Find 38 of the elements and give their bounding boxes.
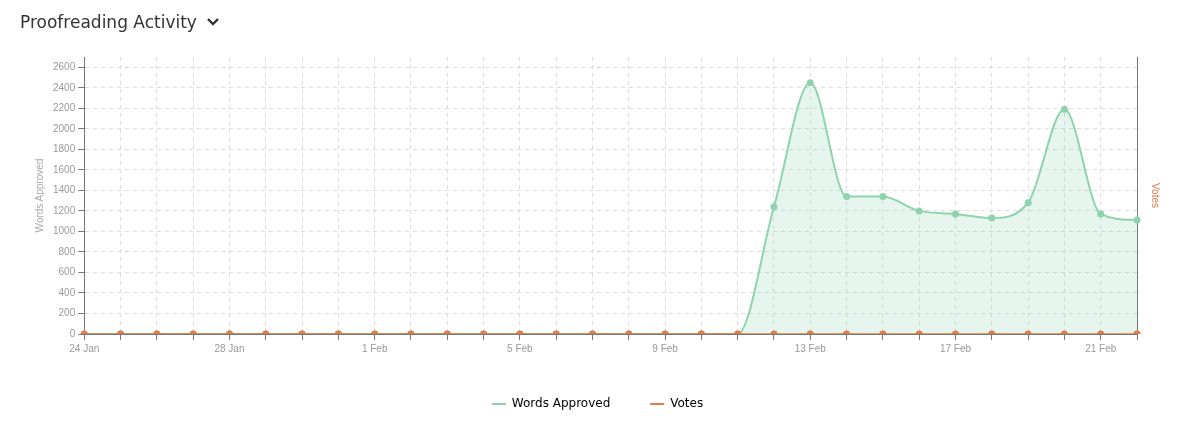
y2-axis-title: Votes	[1150, 182, 1162, 209]
x-tick-label: 17 Feb	[939, 342, 972, 354]
legend-label: Words Approved	[511, 396, 611, 411]
x-tick-label: 5 Feb	[507, 342, 534, 354]
y-tick-label: 800	[58, 245, 76, 257]
x-tick-label: 13 Feb	[794, 342, 827, 354]
y-tick-label: 600	[58, 266, 76, 278]
x-tick-label: 1 Feb	[361, 342, 388, 354]
chart-title: Proofreading Activity	[20, 12, 197, 32]
point	[1024, 199, 1032, 207]
y-tick-label: 400	[58, 286, 76, 298]
y-tick-label: 2400	[53, 81, 76, 93]
y-tick-label: 0	[69, 327, 76, 339]
y-tick-label: 200	[58, 307, 76, 319]
y-tick-label: 1200	[53, 204, 76, 216]
point	[843, 193, 851, 201]
point	[806, 79, 814, 87]
y-tick-label: 2200	[53, 102, 76, 114]
y-tick-label: 2000	[53, 122, 76, 134]
x-tick-label: 28 Jan	[214, 342, 245, 354]
y-tick-label: 1800	[53, 143, 76, 155]
x-tick-label: 21 Feb	[1085, 342, 1117, 354]
point	[1133, 216, 1141, 224]
y-tick-label: 1600	[53, 163, 76, 175]
y-tick-label: 2600	[53, 61, 76, 73]
point	[770, 203, 778, 211]
point	[1060, 105, 1068, 113]
point	[951, 210, 959, 218]
point	[988, 214, 996, 222]
legend-label: Votes	[670, 396, 704, 411]
y-axis-title: Words Approved	[33, 158, 45, 233]
y-tick-label: 1400	[53, 184, 76, 196]
point	[879, 193, 887, 201]
point	[1097, 210, 1105, 218]
y-tick-label: 1000	[53, 225, 76, 237]
x-tick-label: 24 Jan	[69, 342, 100, 354]
x-tick-label: 9 Feb	[652, 342, 679, 354]
point	[915, 207, 923, 215]
